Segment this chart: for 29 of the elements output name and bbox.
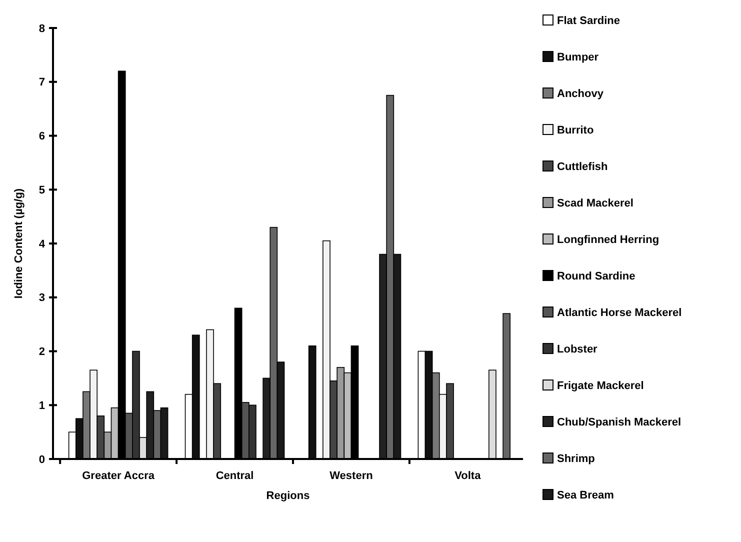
x-tick-label: Volta (454, 470, 482, 482)
y-tick-label: 6 (38, 130, 45, 143)
legend-label: Scad Mackerel (557, 197, 634, 210)
y-tick-label: 8 (38, 22, 45, 35)
y-tick-label: 5 (38, 184, 45, 196)
legend-label: Shrimp (557, 452, 596, 465)
legend-label: Bumper (557, 51, 600, 64)
y-tick-label: 1 (38, 400, 45, 412)
legend-label: Chub/Spanish Mackerel (557, 416, 682, 428)
legend-label: Cuttlefish (557, 160, 608, 173)
legend-label: Burrito (557, 124, 594, 136)
y-axis-title: Iodine Content (µg/g) (13, 188, 25, 299)
legend-label: Round Sardine (557, 270, 636, 282)
legend-label: Anchovy (557, 88, 604, 100)
legend-label: Flat Sardine (557, 14, 620, 27)
x-axis-title: Regions (266, 490, 310, 502)
legend-label: Frigate Mackerel (557, 380, 644, 392)
x-tick-label: Central (216, 470, 254, 482)
legend-label: Atlantic Horse Mackerel (557, 306, 682, 319)
y-tick-label: 2 (38, 346, 45, 358)
y-tick-label: 4 (38, 238, 46, 250)
y-tick-label: 3 (38, 292, 45, 304)
x-tick-label: Western (330, 470, 374, 482)
legend-label: Longfinned Herring (557, 234, 660, 246)
x-tick-label: Greater Accra (82, 470, 156, 482)
legend-label: Sea Bream (557, 489, 614, 502)
y-tick-label: 7 (38, 76, 45, 89)
legend-label: Lobster (557, 343, 598, 356)
y-tick-label: 0 (38, 454, 45, 466)
